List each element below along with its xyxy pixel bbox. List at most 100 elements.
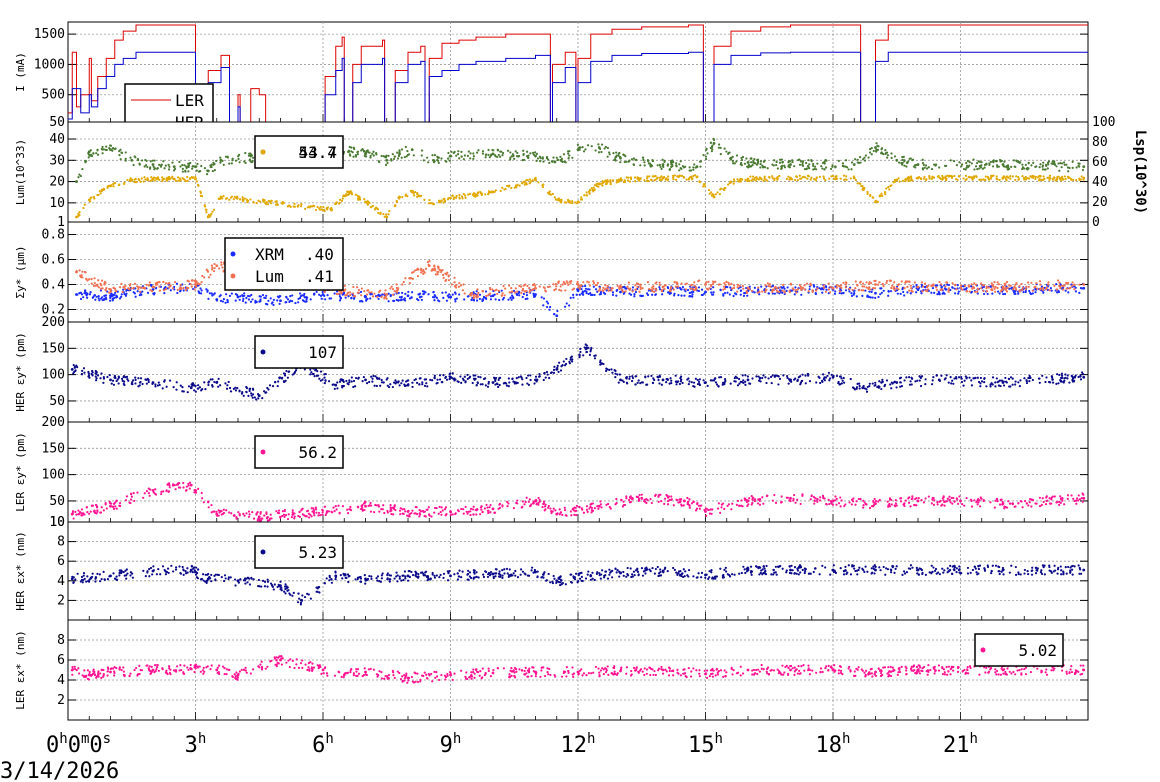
data-point: [318, 208, 322, 211]
data-point: [172, 386, 175, 389]
data-point: [548, 308, 551, 311]
data-point: [168, 281, 171, 285]
data-point: [576, 143, 579, 146]
data-point: [181, 385, 184, 389]
data-point: [854, 158, 857, 161]
data-point: [182, 286, 185, 290]
data-point: [590, 145, 593, 148]
data-point: [248, 388, 251, 391]
data-point: [364, 378, 367, 382]
data-point: [1048, 289, 1051, 292]
data-point: [597, 151, 601, 154]
data-point: [477, 375, 480, 378]
data-point: [91, 369, 94, 373]
data-point: [903, 379, 906, 382]
data-point: [959, 286, 963, 290]
data-point: [125, 375, 129, 378]
data-point: [108, 291, 111, 294]
data-point: [199, 287, 202, 290]
data-point: [1025, 381, 1029, 385]
data-point: [387, 385, 391, 389]
data-point: [154, 383, 157, 386]
data-point: [1079, 178, 1082, 181]
data-point: [492, 376, 496, 379]
data-point: [221, 266, 224, 269]
data-point: [628, 292, 631, 295]
data-point: [953, 377, 956, 380]
data-point: [588, 353, 592, 356]
data-point: [379, 384, 382, 387]
data-point: [428, 198, 431, 202]
data-point: [205, 288, 208, 291]
data-point: [835, 284, 838, 287]
data-point: [215, 159, 218, 163]
y-tick-label: 0.8: [42, 228, 65, 243]
data-point: [663, 160, 666, 163]
data-point: [910, 376, 913, 379]
y-tick-label: 40: [49, 132, 65, 147]
data-point: [597, 143, 600, 146]
data-point: [876, 200, 880, 203]
data-point: [515, 155, 519, 158]
data-point: [961, 288, 964, 291]
data-point: [1062, 381, 1065, 384]
data-point: [75, 215, 78, 219]
data-point: [733, 180, 736, 183]
data-point: [562, 153, 566, 156]
data-point: [428, 259, 431, 263]
data-point: [768, 283, 771, 286]
data-point: [514, 150, 517, 153]
data-point: [1015, 282, 1018, 285]
data-point: [858, 384, 861, 388]
data-point: [198, 283, 201, 286]
data-point: [474, 374, 477, 377]
data-point: [869, 194, 872, 197]
data-point: [494, 155, 497, 158]
data-point: [704, 158, 708, 161]
data-point: [996, 164, 999, 167]
data-point: [411, 381, 414, 384]
data-point: [274, 203, 278, 206]
data-point: [407, 290, 410, 293]
data-point: [413, 194, 416, 197]
data-point: [1080, 175, 1083, 178]
data-point: [781, 164, 784, 167]
data-point: [1057, 175, 1060, 178]
data-point: [1007, 377, 1010, 381]
data-point: [830, 175, 833, 178]
data-point: [656, 164, 659, 167]
data-point: [241, 390, 244, 394]
series-her-y-: [70, 343, 1086, 401]
data-point: [636, 381, 639, 384]
data-point: [102, 381, 105, 384]
data-point: [1011, 383, 1014, 386]
data-point: [1073, 283, 1076, 286]
data-point: [614, 375, 617, 379]
data-point: [1042, 161, 1045, 164]
data-point: [488, 292, 492, 295]
data-point: [1031, 292, 1034, 295]
data-point: [471, 381, 474, 385]
data-point: [348, 381, 351, 384]
data-point: [641, 287, 644, 290]
data-point: [89, 149, 92, 152]
data-point: [974, 290, 977, 293]
data-point: [313, 375, 316, 378]
data-point: [762, 179, 765, 182]
data-point: [1034, 291, 1037, 294]
data-point: [731, 162, 735, 165]
data-point: [870, 153, 873, 156]
data-point: [96, 193, 99, 197]
data-point: [371, 380, 374, 383]
data-point: [1035, 282, 1038, 285]
data-point: [867, 282, 871, 285]
data-point: [538, 160, 542, 163]
data-point: [599, 290, 603, 294]
data-point: [1082, 165, 1086, 169]
data-point: [95, 152, 98, 155]
data-point: [810, 160, 813, 163]
data-point: [787, 165, 790, 168]
data-point: [634, 284, 637, 287]
data-point: [489, 295, 493, 298]
data-point: [422, 292, 426, 295]
